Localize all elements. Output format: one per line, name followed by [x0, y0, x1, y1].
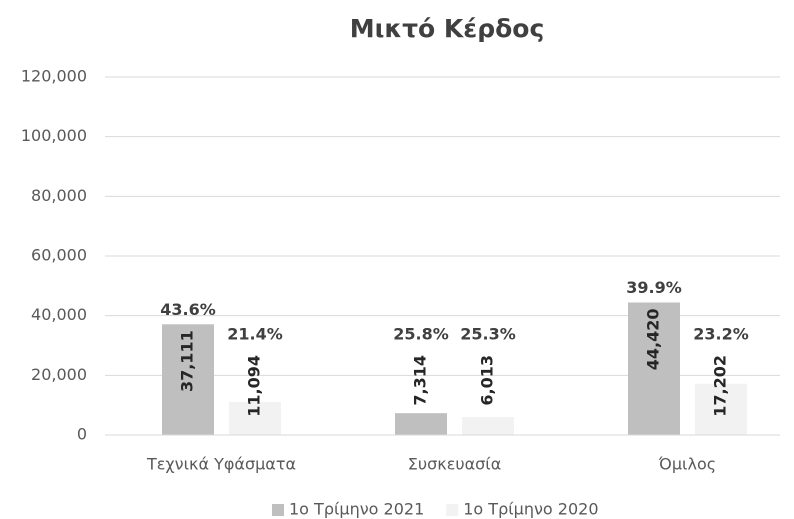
percent-label: 43.6%	[160, 300, 216, 319]
legend-swatch	[446, 504, 459, 516]
y-tick-label: 20,000	[31, 365, 87, 384]
x-tick-label: Συσκευασία	[408, 455, 502, 474]
bar	[695, 383, 747, 435]
bar	[395, 413, 447, 435]
legend-label: 1ο Τρίμηνο 2021	[289, 500, 424, 519]
bar	[162, 324, 214, 435]
percent-label: 21.4%	[227, 325, 283, 344]
percent-label: 25.8%	[393, 325, 449, 344]
value-label: 7,314	[411, 355, 430, 406]
bar	[229, 401, 281, 435]
bar	[462, 417, 514, 435]
percent-label: 23.2%	[693, 325, 749, 344]
legend-swatch	[272, 504, 284, 516]
y-tick-label: 120,000	[21, 67, 87, 86]
percent-label: 39.9%	[626, 278, 682, 297]
bar	[628, 302, 680, 435]
x-tick-label: Τεχνικά Υφάσματα	[146, 455, 296, 474]
chart-title: Μικτό Κέρδος	[350, 14, 545, 43]
value-label: 6,013	[478, 355, 497, 406]
legend-label: 1ο Τρίμηνο 2020	[463, 500, 598, 519]
y-tick-label: 0	[77, 425, 87, 444]
y-tick-label: 100,000	[21, 126, 87, 145]
value-label: 11,094	[245, 355, 264, 417]
value-label: 37,111	[178, 330, 197, 392]
value-label: 44,420	[644, 308, 663, 370]
y-tick-label: 40,000	[31, 305, 87, 324]
value-label: 17,202	[711, 355, 730, 417]
x-tick-label: Όμιλος	[658, 455, 716, 474]
percent-label: 25.3%	[460, 325, 516, 344]
y-tick-label: 60,000	[31, 246, 87, 265]
y-tick-label: 80,000	[31, 186, 87, 205]
